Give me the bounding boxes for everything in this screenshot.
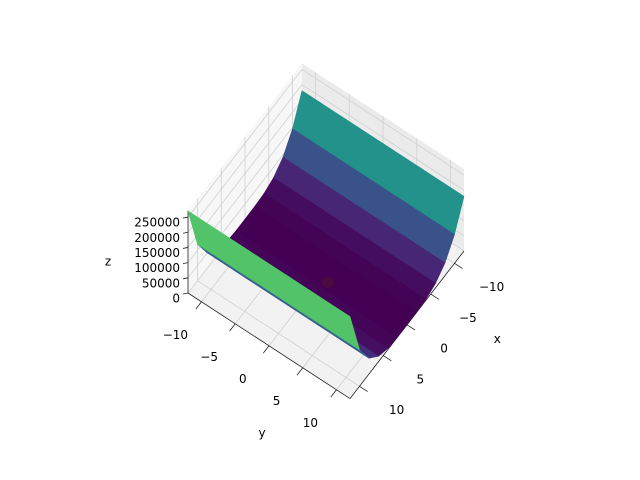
x-tick-label: −5: [459, 311, 477, 325]
minimum-point: [322, 276, 334, 289]
x-tick-label: −10: [479, 280, 504, 294]
x-tick-label: 5: [417, 372, 425, 386]
grid-line: [187, 69, 303, 218]
y-tick: [296, 367, 304, 376]
y-tick: [330, 389, 337, 398]
y-tick-label: −5: [200, 350, 218, 364]
z-tick: [182, 277, 189, 280]
x-tick: [383, 355, 392, 362]
z-tick: [182, 262, 189, 265]
y-tick-label: −10: [163, 328, 188, 342]
grid-line: [187, 129, 303, 279]
grid-line: [187, 99, 303, 248]
z-tick-label: 0: [172, 292, 180, 306]
grid-line: [301, 84, 465, 191]
y-axis-label: y: [258, 426, 265, 440]
y-tick: [229, 323, 236, 332]
z-tick-label: 150000: [134, 246, 180, 260]
x-tick: [359, 385, 368, 392]
z-axis-label: z: [105, 255, 111, 269]
z-tick: [182, 292, 189, 295]
x-tick-label: 0: [440, 342, 448, 356]
x-tick: [406, 324, 416, 331]
x-tick-label: 10: [389, 403, 404, 417]
z-tick: [182, 247, 189, 249]
x-axis-label: x: [494, 332, 501, 346]
surface-patch: [329, 302, 361, 351]
y-tick-label: 10: [303, 416, 318, 430]
y-tick-label: 0: [239, 372, 247, 386]
y-tick: [262, 345, 270, 354]
z-tick: [182, 216, 189, 219]
z-tick-label: 250000: [134, 216, 180, 230]
x-tick: [430, 293, 440, 300]
grid-line: [301, 69, 465, 176]
x-tick: [454, 262, 463, 269]
grid-line: [187, 84, 303, 233]
z-tick-label: 50000: [142, 276, 180, 290]
y-tick-label: 5: [273, 394, 281, 408]
z-tick-label: 200000: [134, 231, 180, 245]
z-tick-label: 100000: [134, 261, 180, 275]
z-tick: [182, 231, 189, 234]
y-tick: [195, 301, 202, 310]
